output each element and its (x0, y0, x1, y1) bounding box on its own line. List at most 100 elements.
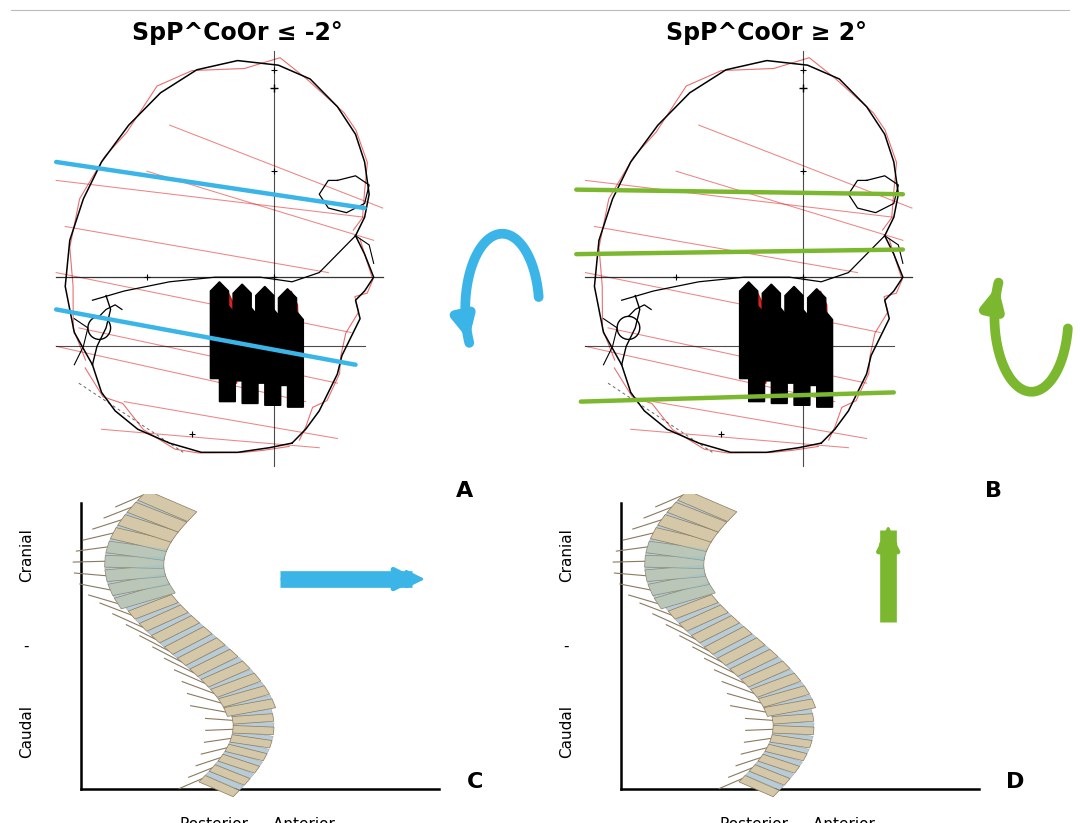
Polygon shape (211, 281, 229, 379)
Polygon shape (114, 583, 175, 609)
Text: -: - (24, 639, 29, 653)
Polygon shape (215, 760, 254, 779)
Text: B: B (985, 481, 1002, 501)
Polygon shape (772, 726, 814, 735)
Polygon shape (669, 594, 718, 619)
Polygon shape (201, 661, 251, 687)
Text: -: - (564, 639, 569, 653)
Polygon shape (772, 730, 813, 741)
Polygon shape (222, 695, 272, 709)
Polygon shape (108, 574, 170, 596)
Polygon shape (645, 563, 704, 573)
Polygon shape (199, 775, 240, 797)
Text: SpP^CoOr ≤ -2°: SpP^CoOr ≤ -2° (132, 21, 343, 44)
Polygon shape (646, 542, 707, 560)
Polygon shape (717, 638, 765, 666)
Polygon shape (106, 553, 164, 560)
Polygon shape (649, 539, 708, 551)
Text: Cranial: Cranial (18, 528, 33, 582)
Polygon shape (794, 309, 810, 405)
Text: SpP^CoOr ≥ 2°: SpP^CoOr ≥ 2° (666, 21, 867, 44)
Polygon shape (232, 730, 273, 741)
Polygon shape (139, 605, 188, 631)
Polygon shape (691, 616, 740, 643)
Polygon shape (106, 542, 167, 560)
Polygon shape (664, 512, 720, 533)
Polygon shape (741, 661, 791, 687)
Polygon shape (160, 623, 204, 647)
Polygon shape (242, 307, 258, 403)
Polygon shape (222, 750, 262, 766)
Text: C: C (467, 772, 484, 792)
Polygon shape (138, 491, 197, 522)
Polygon shape (646, 542, 707, 560)
Polygon shape (772, 714, 814, 724)
Polygon shape (211, 673, 261, 697)
Polygon shape (287, 310, 303, 407)
Polygon shape (762, 750, 802, 766)
Polygon shape (105, 556, 164, 569)
Polygon shape (756, 682, 805, 700)
Polygon shape (105, 565, 165, 582)
Polygon shape (648, 574, 710, 596)
Polygon shape (675, 601, 721, 624)
Text: D: D (1005, 772, 1025, 792)
Polygon shape (105, 563, 164, 573)
Polygon shape (646, 553, 704, 560)
Polygon shape (105, 556, 164, 569)
Polygon shape (219, 305, 235, 402)
Polygon shape (773, 721, 814, 728)
Polygon shape (127, 502, 187, 532)
Polygon shape (771, 709, 812, 717)
Polygon shape (751, 673, 801, 697)
Polygon shape (730, 649, 778, 677)
Polygon shape (106, 542, 167, 560)
Polygon shape (750, 765, 791, 785)
Text: Posterior  -  Anterior: Posterior - Anterior (720, 816, 875, 823)
Polygon shape (713, 634, 757, 658)
Polygon shape (231, 709, 272, 717)
Polygon shape (118, 514, 178, 542)
Polygon shape (116, 525, 173, 543)
Polygon shape (667, 502, 727, 532)
Polygon shape (758, 686, 810, 707)
Polygon shape (747, 669, 795, 690)
Polygon shape (768, 740, 809, 754)
Polygon shape (665, 591, 712, 611)
Polygon shape (216, 682, 265, 700)
Polygon shape (110, 528, 172, 551)
Polygon shape (762, 284, 781, 381)
Polygon shape (230, 735, 272, 748)
Polygon shape (225, 744, 267, 760)
Polygon shape (232, 714, 274, 724)
Polygon shape (648, 574, 710, 596)
Polygon shape (265, 309, 281, 405)
Polygon shape (105, 565, 165, 582)
Polygon shape (726, 645, 770, 669)
Polygon shape (771, 307, 787, 403)
Polygon shape (647, 571, 706, 587)
Polygon shape (164, 626, 212, 654)
Text: A: A (456, 481, 473, 501)
Polygon shape (232, 726, 274, 735)
Polygon shape (653, 580, 710, 600)
Polygon shape (135, 601, 181, 624)
Polygon shape (219, 291, 237, 384)
Polygon shape (129, 594, 178, 619)
Text: Cranial: Cranial (558, 528, 573, 582)
Polygon shape (785, 286, 804, 384)
Polygon shape (135, 500, 189, 523)
Polygon shape (109, 539, 168, 551)
Polygon shape (650, 528, 712, 551)
Polygon shape (283, 291, 300, 384)
Polygon shape (256, 286, 274, 384)
Polygon shape (645, 556, 704, 569)
Polygon shape (114, 583, 175, 609)
Polygon shape (764, 699, 815, 717)
Polygon shape (125, 591, 172, 611)
Polygon shape (224, 699, 275, 717)
Polygon shape (173, 634, 217, 658)
Polygon shape (704, 626, 752, 654)
Polygon shape (755, 760, 794, 779)
Polygon shape (218, 754, 259, 773)
